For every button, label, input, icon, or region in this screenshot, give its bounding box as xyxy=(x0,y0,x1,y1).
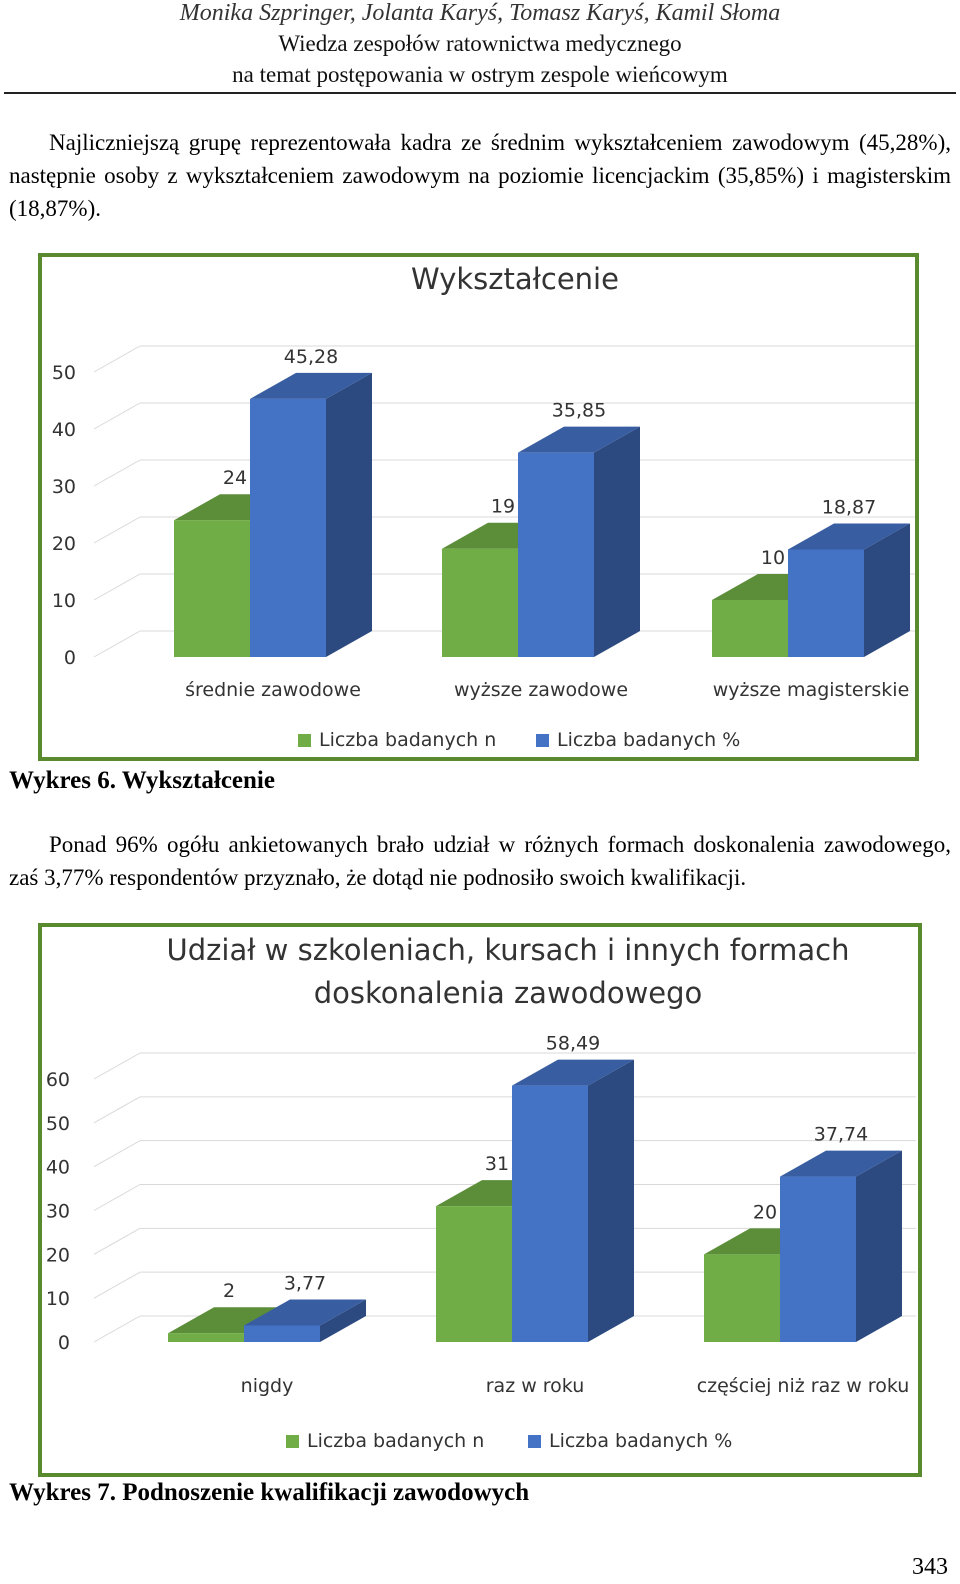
data-label: 45,28 xyxy=(284,346,338,368)
legend-label: Liczba badanych n xyxy=(319,729,496,751)
y-tick-label: 0 xyxy=(64,647,76,669)
chart-education-frame: Wykształcenie 0 10 20 30 40 50 24 45,28 średnie z… xyxy=(38,253,919,761)
chart-title: Wykształcenie xyxy=(411,262,619,296)
bar xyxy=(704,1254,780,1342)
bar-top xyxy=(518,426,640,453)
y-tick-label: 50 xyxy=(52,362,76,384)
y-tick-label: 60 xyxy=(46,1069,70,1091)
bar-side xyxy=(588,1059,634,1342)
bar xyxy=(168,1333,244,1342)
data-label: 24 xyxy=(223,467,247,489)
data-label: 35,85 xyxy=(552,400,606,422)
header-title-line-2: na temat postępowania w ostrym zespole w… xyxy=(232,62,728,87)
data-label: 3,77 xyxy=(284,1272,326,1294)
bar-side xyxy=(326,372,372,657)
gridline-side xyxy=(93,1184,141,1211)
chart-title: doskonalenia zawodowego xyxy=(314,976,703,1010)
data-label: 31 xyxy=(485,1153,509,1175)
chart-training-frame: Udział w szkoleniach, kursach i innych f… xyxy=(38,923,922,1477)
y-tick-label: 20 xyxy=(46,1244,70,1266)
data-label: 37,74 xyxy=(814,1124,868,1146)
data-label: 18,87 xyxy=(822,496,876,518)
gridline-side xyxy=(93,516,141,544)
paragraph-training: Ponad 96% ogółu ankietowanych brało udzi… xyxy=(9,828,951,894)
y-tick-label: 30 xyxy=(52,476,76,498)
gridline-side xyxy=(93,1227,141,1255)
bar xyxy=(250,398,326,657)
gridline-side xyxy=(93,1052,141,1080)
x-tick-label: wyższe magisterskie xyxy=(713,679,910,701)
y-tick-label: 10 xyxy=(46,1288,70,1310)
gridline-side xyxy=(93,573,141,601)
x-tick-label: średnie zawodowe xyxy=(185,679,361,701)
bar-top xyxy=(168,1307,290,1334)
gridline-side xyxy=(93,1271,141,1299)
legend-label: Liczba badanych % xyxy=(549,1430,732,1452)
bar-top xyxy=(244,1299,366,1326)
data-label: 58,49 xyxy=(546,1033,600,1055)
y-tick-label: 20 xyxy=(52,533,76,555)
y-tick-label: 50 xyxy=(46,1113,70,1135)
figure-caption-7: Wykres 7. Podnoszenie kwalifikacji zawod… xyxy=(9,1479,530,1506)
data-label: 2 xyxy=(223,1280,235,1302)
gridline-side xyxy=(93,1096,141,1124)
x-tick-label: raz w roku xyxy=(486,1375,585,1397)
gridline-side xyxy=(93,402,141,430)
y-tick-label: 40 xyxy=(52,419,76,441)
figure-caption-6: Wykres 6. Wykształcenie xyxy=(9,767,275,794)
paragraph-education: Najliczniejszą grupę reprezentowała kadr… xyxy=(9,126,951,225)
bar xyxy=(512,1085,588,1342)
legend-swatch xyxy=(528,1435,541,1448)
paragraph-education-text: Najliczniejszą grupę reprezentowała kadr… xyxy=(9,130,951,221)
y-tick-label: 0 xyxy=(58,1332,70,1354)
bar-top xyxy=(250,372,372,399)
bar-side xyxy=(320,1299,366,1342)
gridline-side xyxy=(93,345,141,373)
header-rule xyxy=(4,92,956,94)
gridline-side xyxy=(93,1315,141,1343)
data-label: 20 xyxy=(753,1201,777,1223)
bar xyxy=(788,549,864,657)
y-tick-label: 30 xyxy=(46,1201,70,1223)
legend-label: Liczba badanych n xyxy=(307,1430,484,1452)
chart-education: Wykształcenie 0 10 20 30 40 50 24 45,28 średnie z… xyxy=(52,262,915,751)
x-tick-label: częściej niż raz w roku xyxy=(697,1375,910,1397)
bar xyxy=(174,520,250,657)
gridline-side xyxy=(93,630,141,658)
bar xyxy=(518,452,594,657)
running-header: Monika Szpringer, Jolanta Karyś, Tomasz … xyxy=(0,0,960,90)
x-tick-label: nigdy xyxy=(241,1375,294,1397)
legend-label: Liczba badanych % xyxy=(557,729,740,751)
x-tick-label: wyższe zawodowe xyxy=(454,679,628,701)
legend-swatch xyxy=(298,734,311,747)
bar xyxy=(712,600,788,657)
page-number: 343 xyxy=(912,1554,948,1580)
data-label: 19 xyxy=(491,496,515,518)
bar-side xyxy=(856,1150,902,1342)
chart-title: Udział w szkoleniach, kursach i innych f… xyxy=(167,933,850,967)
bar xyxy=(780,1176,856,1342)
bar-top xyxy=(512,1059,634,1086)
bar-top xyxy=(780,1150,902,1177)
header-title-line-1: Wiedza zespołów ratownictwa medycznego xyxy=(278,31,682,56)
gridline-side xyxy=(93,1140,141,1168)
bar xyxy=(442,548,518,657)
y-tick-label: 10 xyxy=(52,590,76,612)
chart-training: Udział w szkoleniach, kursach i innych f… xyxy=(46,933,916,1452)
bar xyxy=(244,1325,320,1342)
legend-swatch xyxy=(536,734,549,747)
data-label: 10 xyxy=(761,547,785,569)
legend-swatch xyxy=(286,1435,299,1448)
bar-top xyxy=(788,523,910,550)
gridline-side xyxy=(93,459,141,487)
paragraph-training-text: Ponad 96% ogółu ankietowanych brało udzi… xyxy=(9,832,951,890)
bar xyxy=(436,1206,512,1342)
header-authors: Monika Szpringer, Jolanta Karyś, Tomasz … xyxy=(179,0,781,26)
bar-side xyxy=(864,523,910,657)
y-tick-label: 40 xyxy=(46,1157,70,1179)
bar-side xyxy=(594,426,640,657)
